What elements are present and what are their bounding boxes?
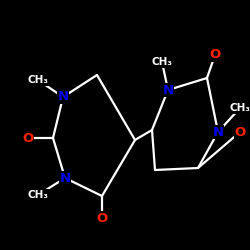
- Text: CH₃: CH₃: [28, 75, 48, 85]
- Text: N: N: [162, 84, 173, 96]
- Text: O: O: [22, 132, 34, 144]
- Text: O: O: [210, 48, 221, 62]
- Text: O: O: [234, 126, 246, 138]
- Text: N: N: [212, 126, 224, 138]
- Text: N: N: [58, 90, 68, 104]
- Text: O: O: [96, 212, 108, 224]
- Text: CH₃: CH₃: [230, 103, 250, 113]
- Text: CH₃: CH₃: [28, 190, 48, 200]
- Text: N: N: [60, 172, 70, 184]
- Text: CH₃: CH₃: [152, 57, 172, 67]
